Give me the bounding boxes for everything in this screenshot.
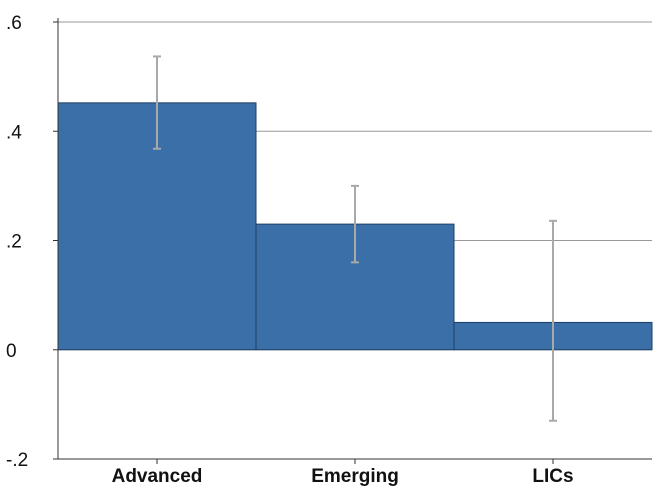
y-tick-label: .6 (6, 13, 22, 34)
tick-labels: -.2 0 .2 .4 .6 Advanced Emerging LICs (6, 13, 574, 487)
category-label: Advanced (112, 466, 203, 487)
y-tick-label: .4 (6, 122, 22, 143)
y-tick-label: .2 (6, 232, 22, 253)
y-tick-label: 0 (6, 341, 17, 362)
error-bars (153, 55, 557, 422)
y-tick-label: -.2 (6, 450, 28, 471)
axes (53, 18, 652, 464)
category-label: LICs (532, 466, 573, 487)
category-label: Emerging (311, 466, 399, 487)
